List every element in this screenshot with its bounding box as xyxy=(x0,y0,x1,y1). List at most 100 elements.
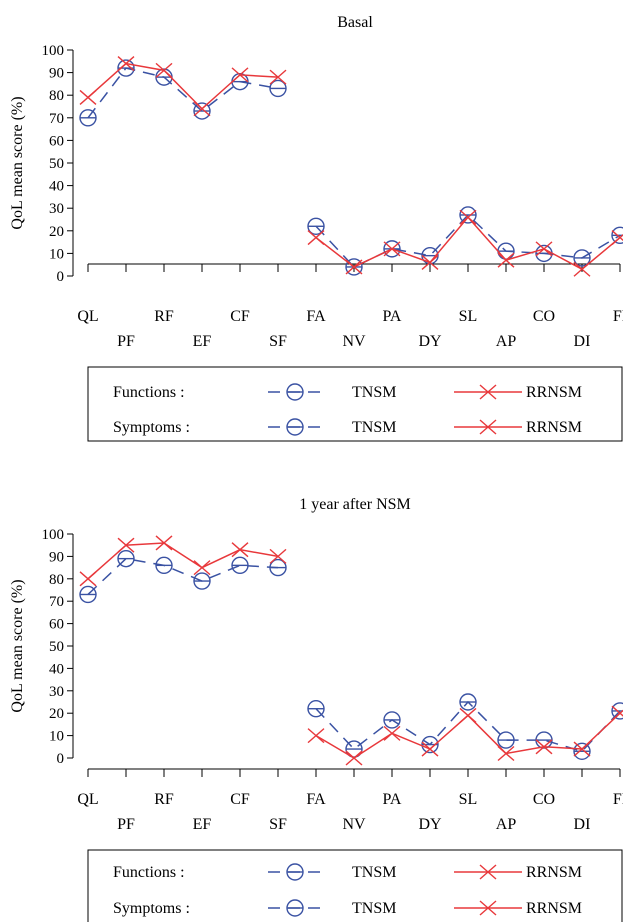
x-tick-label: AP xyxy=(496,333,517,350)
data-point xyxy=(193,101,211,117)
legend: Functions : TNSM RRNSM Symptoms : TNSM RRNSM xyxy=(87,366,623,442)
y-tick-label: 90 xyxy=(49,549,64,565)
y-tick-label: 80 xyxy=(49,88,64,104)
series-functions-tnsm xyxy=(79,549,287,604)
data-point xyxy=(193,102,211,120)
data-point xyxy=(611,226,623,245)
data-point xyxy=(345,750,363,766)
data-point xyxy=(231,542,249,558)
x-tick-label: FI xyxy=(613,791,623,808)
x-tick-label: FA xyxy=(306,308,326,325)
x-tick-label: CF xyxy=(230,791,250,808)
series-line xyxy=(87,557,279,596)
series-symptoms-rrnsm xyxy=(307,209,623,277)
legend-item-label: RRNSM xyxy=(526,384,582,401)
y-tick-label: 20 xyxy=(49,224,64,240)
data-point xyxy=(383,711,401,729)
x-tick-label: NV xyxy=(342,333,366,350)
y-tick-label: 100 xyxy=(42,43,65,59)
chart-panel-2: 1 year after NSM QoL mean score (%) 0 10 20 3… xyxy=(9,496,623,922)
y-axis-label: QoL mean score (%) xyxy=(9,579,26,712)
x-tick-label: EF xyxy=(193,333,212,350)
data-point xyxy=(269,558,287,577)
data-point xyxy=(421,254,439,270)
series-line xyxy=(87,67,279,119)
legend-row-label: Symptoms : xyxy=(113,419,190,436)
data-point xyxy=(345,259,363,275)
x-tick-label: CF xyxy=(230,308,250,325)
legend-item-label: RRNSM xyxy=(526,864,582,881)
legend-item-label: TNSM xyxy=(352,419,396,436)
x-tick-label: DI xyxy=(574,816,591,833)
y-tick-label: 50 xyxy=(49,156,64,172)
data-point xyxy=(193,560,211,576)
legend-box xyxy=(87,366,623,442)
x-tick-label: PF xyxy=(117,816,135,833)
legend-marker-x xyxy=(479,900,497,916)
data-point xyxy=(117,56,135,72)
y-tick-label: 60 xyxy=(49,133,64,149)
data-point xyxy=(573,741,591,757)
series-line xyxy=(87,62,279,110)
y-tick-label: 70 xyxy=(49,594,64,610)
data-point xyxy=(497,252,515,268)
legend-marker-circle xyxy=(286,383,304,401)
data-point xyxy=(611,230,623,246)
x-tick-label: EF xyxy=(193,816,212,833)
x-tick-label: AP xyxy=(496,816,517,833)
x-tick-label: SL xyxy=(459,791,478,808)
data-point xyxy=(307,728,325,744)
y-tick-label: 70 xyxy=(49,111,64,127)
y-tick-label: 90 xyxy=(49,66,64,82)
legend-item-label: TNSM xyxy=(352,864,396,881)
x-tick-label: DI xyxy=(574,333,591,350)
data-point xyxy=(535,731,553,749)
data-point xyxy=(459,693,477,711)
x-tick-label: SF xyxy=(269,333,287,350)
legend-item-label: TNSM xyxy=(352,900,396,917)
legend-item-label: TNSM xyxy=(352,384,396,401)
data-point xyxy=(231,556,249,575)
x-tick-label: QL xyxy=(77,791,98,808)
legend-item-label: RRNSM xyxy=(526,419,582,436)
legend-row-label: Functions : xyxy=(113,384,185,401)
x-tick-label: FA xyxy=(306,791,326,808)
x-tick-label: QL xyxy=(77,308,98,325)
y-tick-label: 20 xyxy=(49,706,64,722)
data-point xyxy=(79,571,97,587)
data-point xyxy=(459,209,477,225)
x-tick-label: PA xyxy=(383,308,402,325)
x-tick-label: DY xyxy=(418,333,442,350)
data-point xyxy=(79,109,97,127)
data-point xyxy=(459,206,477,224)
data-point xyxy=(155,535,173,551)
chart-panel-1: Basal QoL mean score (%) 0 10 20 30 40 50 60 70 80… xyxy=(9,14,623,442)
legend-marker-x xyxy=(479,384,497,400)
data-point xyxy=(117,537,135,553)
data-point xyxy=(459,707,477,723)
x-tick-label: CO xyxy=(533,791,555,808)
series-symptoms-rrnsm xyxy=(307,705,623,766)
legend-row-label: Symptoms : xyxy=(113,900,190,917)
data-point xyxy=(307,217,325,235)
legend: Functions : TNSM RRNSM Symptoms : TNSM RRNSM xyxy=(87,849,623,922)
y-tick-label: 80 xyxy=(49,572,64,588)
chart-title: 1 year after NSM xyxy=(299,496,411,513)
x-tick-label: NV xyxy=(342,816,366,833)
data-point xyxy=(383,241,401,257)
data-point xyxy=(117,549,135,568)
data-point xyxy=(193,572,211,590)
data-point xyxy=(535,241,553,257)
y-tick-label: 100 xyxy=(42,527,65,543)
data-point xyxy=(497,745,515,762)
y-tick-label: 10 xyxy=(49,729,64,745)
legend-marker-x xyxy=(479,419,497,435)
data-point xyxy=(421,741,439,757)
legend-marker-circle xyxy=(286,863,304,881)
x-tick-label: PF xyxy=(117,333,135,350)
y-tick-label: 50 xyxy=(49,639,64,655)
x-tick-label: SL xyxy=(459,308,478,325)
series-symptoms-tnsm xyxy=(307,693,623,760)
x-tick-label: CO xyxy=(533,308,555,325)
